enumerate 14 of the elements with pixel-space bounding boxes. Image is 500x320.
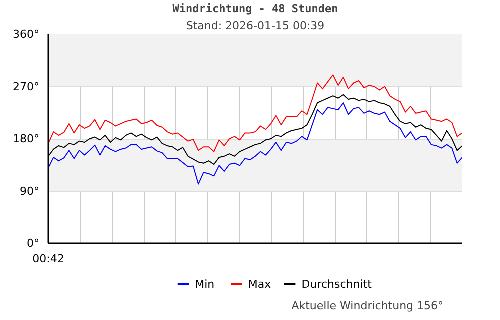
- line-series: [48, 74, 462, 152]
- chart-title: Windrichtung - 48 Stunden: [172, 2, 338, 16]
- line-series: [48, 102, 462, 185]
- text: Aktuelle Windrichtung 156°: [292, 300, 444, 312]
- y-tick-label: 360°: [13, 28, 40, 41]
- x-tick-label: 00:42: [32, 252, 64, 266]
- legend-label: Min: [195, 278, 215, 291]
- y-tick-label: 270°: [13, 80, 40, 94]
- y-tick-label: 180°: [13, 132, 40, 146]
- chart-subtitle: Stand: 2026-01-15 00:39: [186, 20, 325, 32]
- legend-label: Durchschnitt: [302, 278, 373, 291]
- legend-label: Max: [248, 278, 272, 291]
- y-tick-label: 0°: [27, 237, 40, 250]
- y-tick-label: 90°: [20, 184, 40, 198]
